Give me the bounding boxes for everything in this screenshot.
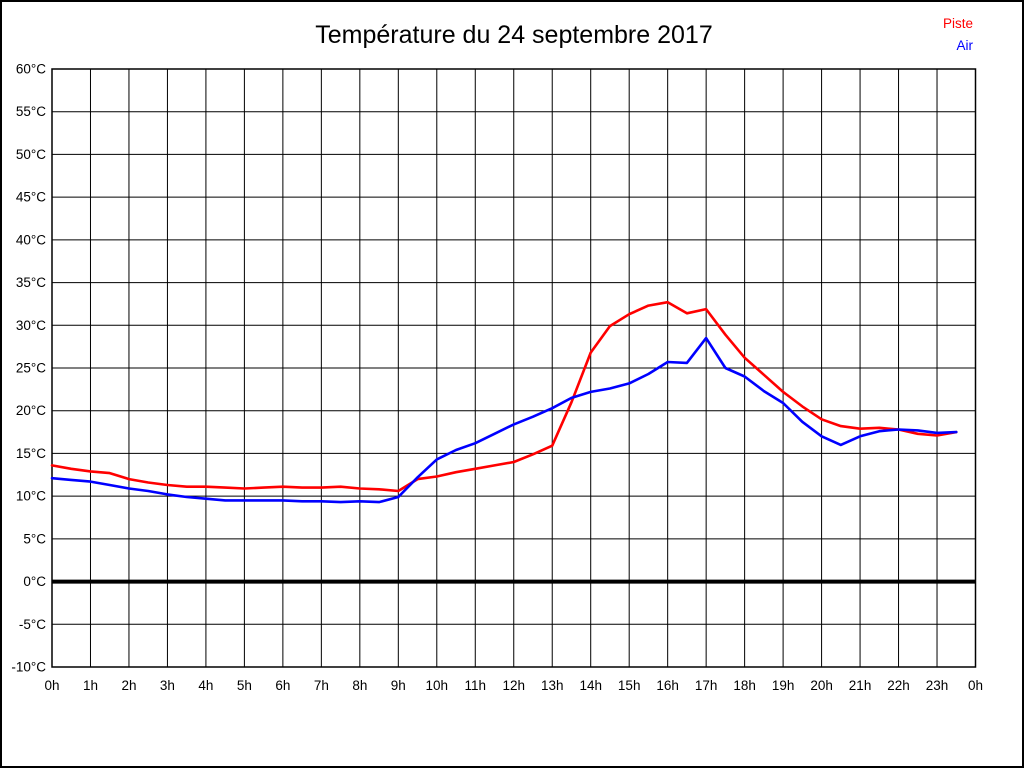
x-tick-label: 12h <box>502 678 525 693</box>
y-tick-label: 25°C <box>16 361 46 376</box>
x-tick-label: 1h <box>83 678 98 693</box>
y-tick-label: 60°C <box>16 62 46 77</box>
x-tick-label: 21h <box>849 678 872 693</box>
x-tick-label: 8h <box>352 678 367 693</box>
y-tick-label: 10°C <box>16 489 46 504</box>
legend-item-air: Air <box>956 38 974 53</box>
x-tick-label: 6h <box>275 678 290 693</box>
x-tick-label: 13h <box>541 678 564 693</box>
x-tick-label: 23h <box>926 678 949 693</box>
x-tick-label: 4h <box>198 678 213 693</box>
y-tick-label: 35°C <box>16 275 46 290</box>
series-line-piste <box>50 300 958 493</box>
x-tick-label: 2h <box>121 678 136 693</box>
y-tick-label: 5°C <box>23 531 46 546</box>
x-tick-label: 10h <box>426 678 449 693</box>
x-tick-label: 14h <box>579 678 602 693</box>
y-tick-label: 20°C <box>16 403 46 418</box>
x-tick-label: 20h <box>810 678 833 693</box>
y-tick-label: 30°C <box>16 318 46 333</box>
x-tick-label: 18h <box>733 678 756 693</box>
x-tick-label: 3h <box>160 678 175 693</box>
legend-item-piste: Piste <box>942 16 973 31</box>
x-tick-label: 19h <box>772 678 795 693</box>
x-tick-label: 22h <box>887 678 910 693</box>
x-tick-label: 15h <box>618 678 641 693</box>
y-tick-label: -10°C <box>11 660 46 675</box>
x-tick-label: 16h <box>656 678 679 693</box>
x-tick-label: 9h <box>391 678 406 693</box>
chart-title: Température du 24 septembre 2017 <box>315 21 713 49</box>
y-tick-label: -5°C <box>19 617 46 632</box>
y-tick-label: 50°C <box>16 147 46 162</box>
x-tick-label: 0h <box>968 678 983 693</box>
chart-legend: Piste Air <box>943 13 973 57</box>
y-tick-label: 45°C <box>16 190 46 205</box>
x-tick-label: 5h <box>237 678 252 693</box>
plot-frame <box>51 68 977 668</box>
y-tick-label: 40°C <box>16 232 46 247</box>
y-tick-label: 15°C <box>16 446 46 461</box>
series-line-air <box>50 336 958 504</box>
x-tick-label: 17h <box>695 678 718 693</box>
x-tick-label: 7h <box>314 678 329 693</box>
x-tick-label: 0h <box>44 678 59 693</box>
y-tick-label: 0°C <box>23 574 46 589</box>
y-tick-label: 55°C <box>16 104 46 119</box>
x-tick-label: 11h <box>465 678 487 693</box>
